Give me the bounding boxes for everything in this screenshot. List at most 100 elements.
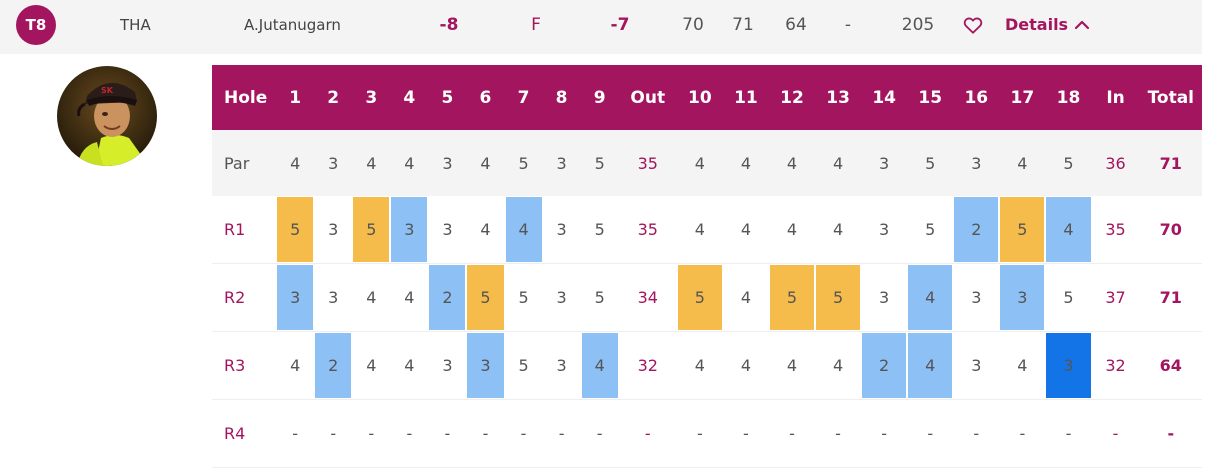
header-total: Total — [1139, 65, 1202, 130]
round-row: R4- - - - - - - - - - - - - - - - - - - - - — [212, 400, 1202, 468]
par-hole-5: 3 — [428, 130, 467, 196]
score-value: 5 — [518, 356, 529, 375]
header-hole-8: 8 — [542, 65, 581, 130]
round-out: - — [618, 400, 677, 468]
player-photo: SK — [57, 66, 157, 166]
round-label: R2 — [212, 264, 277, 332]
score-cell-hole-8: - — [542, 400, 581, 468]
score-value: 2 — [879, 356, 890, 375]
header-hole-14: 14 — [861, 65, 908, 130]
round-label: R3 — [212, 332, 277, 400]
score-value: 4 — [925, 288, 936, 307]
score-value: 3 — [879, 220, 890, 239]
par-hole-9: 5 — [580, 130, 619, 196]
thru-value: F — [531, 15, 541, 35]
score-cell-hole-7: - — [504, 400, 543, 468]
score-cell-hole-18: 5 — [1045, 264, 1092, 332]
score-value: - — [558, 424, 565, 443]
score-value: 5 — [366, 220, 377, 239]
header-hole: Hole — [212, 65, 277, 130]
birdie-marker — [391, 197, 428, 262]
round-in: 37 — [1091, 264, 1140, 332]
header-hole-1: 1 — [276, 65, 315, 130]
birdie-marker — [277, 265, 314, 330]
score-cell-hole-14: - — [861, 400, 908, 468]
score-value: 4 — [366, 356, 377, 375]
scorecard-table: Hole 1 2 3 4 5 6 7 8 9 Out 10 11 12 13 1… — [212, 65, 1202, 468]
par-hole-1: 4 — [276, 130, 315, 196]
header-hole-6: 6 — [466, 65, 505, 130]
score-cell-hole-17: 3 — [999, 264, 1046, 332]
score-cell-hole-17: - — [999, 400, 1046, 468]
score-value: 4 — [290, 356, 301, 375]
score-value: 5 — [1063, 288, 1074, 307]
score-value: 3 — [879, 288, 890, 307]
score-value: - — [973, 424, 980, 443]
header-hole-12: 12 — [768, 65, 816, 130]
score-value: - — [927, 424, 934, 443]
score-cell-hole-17: 4 — [999, 332, 1046, 400]
birdie-marker — [1000, 265, 1045, 330]
heart-outline-icon — [963, 17, 983, 34]
player-summary-row[interactable]: T8 THA A.Jutanugarn -8 F -7 70 71 64 - 2… — [0, 0, 1202, 54]
round3-score: 64 — [785, 15, 807, 35]
par-hole-17: 4 — [999, 130, 1046, 196]
score-value: - — [292, 424, 299, 443]
score-cell-hole-14: 3 — [861, 196, 908, 264]
score-cell-hole-4: 3 — [390, 196, 429, 264]
score-cell-hole-4: 4 — [390, 264, 429, 332]
score-value: 5 — [786, 288, 798, 307]
score-cell-hole-13: - — [815, 400, 862, 468]
par-hole-6: 4 — [466, 130, 505, 196]
score-value: - — [743, 424, 749, 443]
favorite-button[interactable] — [962, 0, 984, 50]
score-cell-hole-3: - — [352, 400, 391, 468]
score-cell-hole-6: - — [466, 400, 505, 468]
score-value: 5 — [480, 288, 491, 307]
score-cell-hole-10: 4 — [676, 196, 723, 264]
details-label: Details — [1005, 15, 1069, 34]
score-cell-hole-11: 4 — [722, 264, 769, 332]
score-cell-hole-12: 4 — [768, 332, 816, 400]
scorecard-header-row: Hole 1 2 3 4 5 6 7 8 9 Out 10 11 12 13 1… — [212, 65, 1202, 130]
round-row: R3 4 2 4 4 3 3 5 3 4 32 4 4 4 4 2 4 3 4 3 32 64 — [212, 332, 1202, 400]
header-hole-11: 11 — [722, 65, 769, 130]
header-hole-16: 16 — [953, 65, 1000, 130]
header-hole-2: 2 — [314, 65, 353, 130]
score-value: 4 — [366, 288, 377, 307]
round-in: 35 — [1091, 196, 1140, 264]
score-cell-hole-9: 5 — [580, 196, 619, 264]
bogey-marker — [277, 197, 314, 262]
par-hole-12: 4 — [768, 130, 816, 196]
score-value: 3 — [971, 356, 982, 375]
birdie-marker — [581, 333, 618, 398]
header-hole-15: 15 — [907, 65, 954, 130]
round-in: - — [1091, 400, 1140, 468]
score-value: 5 — [1017, 220, 1028, 239]
par-hole-13: 4 — [815, 130, 862, 196]
score-cell-hole-11: 4 — [722, 332, 769, 400]
score-value: 4 — [786, 356, 798, 375]
score-cell-hole-16: 2 — [953, 196, 1000, 264]
score-cell-hole-7: 4 — [504, 196, 543, 264]
score-cell-hole-9: 5 — [580, 264, 619, 332]
score-value: - — [444, 424, 451, 443]
score-cell-hole-10: 5 — [676, 264, 723, 332]
score-value: 2 — [971, 220, 982, 239]
score-cell-hole-4: 4 — [390, 332, 429, 400]
score-value: 3 — [328, 220, 339, 239]
player-name[interactable]: A.Jutanugarn — [244, 16, 341, 34]
score-cell-hole-15: 4 — [907, 332, 954, 400]
score-cell-hole-1: 3 — [276, 264, 315, 332]
score-value: 3 — [971, 288, 982, 307]
header-out: Out — [618, 65, 677, 130]
score-cell-hole-2: 3 — [314, 196, 353, 264]
score-cell-hole-5: 3 — [428, 332, 467, 400]
details-toggle[interactable]: Details — [1005, 0, 1090, 50]
par-hole-4: 4 — [390, 130, 429, 196]
score-cell-hole-11: 4 — [722, 196, 769, 264]
score-value: 4 — [925, 356, 936, 375]
score-value: 3 — [404, 220, 415, 239]
score-cell-hole-1: 5 — [276, 196, 315, 264]
score-value: 3 — [328, 288, 339, 307]
